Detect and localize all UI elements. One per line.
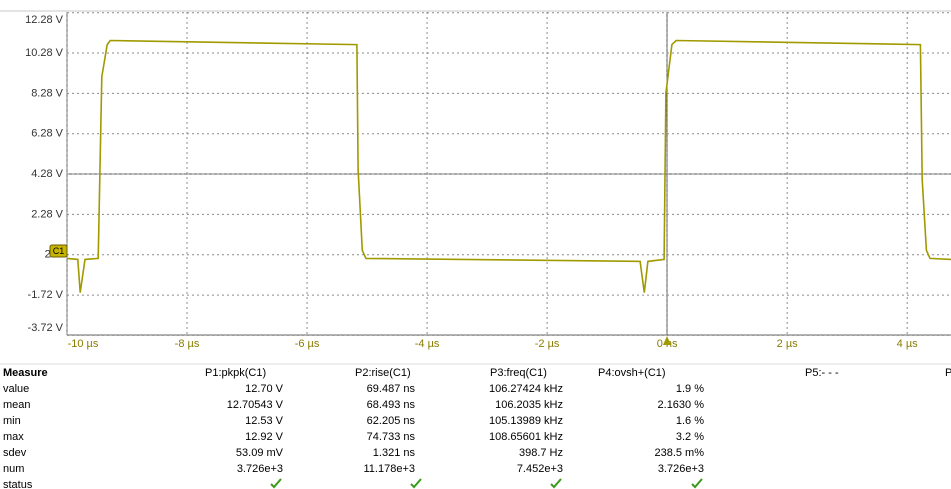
column-header: P3:freq(C1) [490,367,547,379]
column-header: P2:rise(C1) [355,367,411,379]
status-check [691,478,703,489]
cell: 12.92 V [245,431,284,443]
cell: 3.2 % [676,431,704,443]
row-label: value [3,383,29,395]
row-label: min [3,415,21,427]
cell: 62.205 ns [367,415,416,427]
cell: 69.487 ns [367,383,416,395]
cell: 2.1630 % [658,399,705,411]
cell: 11.178e+3 [364,463,416,475]
cell: 398.7 Hz [519,447,563,459]
row-label: num [3,463,24,475]
cell: 1.321 ns [373,447,416,459]
cell: 12.70543 V [227,399,284,411]
status-check [550,478,562,489]
status-check [410,478,422,489]
y-tick-label: -3.72 V [28,322,64,334]
y-tick-label: 8.28 V [31,87,63,99]
row-label: max [3,431,24,443]
column-header: P5:- - - [805,367,839,379]
row-label: mean [3,399,31,411]
row-label: status [3,479,33,489]
x-tick-label: -2 µs [535,338,560,350]
y-tick-label: 6.28 V [31,128,63,140]
waveform [66,39,951,293]
x-tick-label: -8 µs [175,338,200,350]
cell: 3.726e+3 [658,463,704,475]
x-tick-label: -10 µs [68,338,99,350]
status-check [270,478,282,489]
cell: 7.452e+3 [517,463,563,475]
y-tick-label: 4.28 V [31,168,63,180]
column-header: P [945,367,951,379]
cell: 1.6 % [676,415,704,427]
cell: 12.70 V [245,383,284,395]
plot: 12.28 V10.28 V8.28 V6.28 V4.28 V2.28 V28… [25,12,951,350]
cell: 106.27424 kHz [489,383,563,395]
y-tick-label: 10.28 V [25,47,64,59]
cell: 68.493 ns [367,399,416,411]
cell: 105.13989 kHz [489,415,563,427]
column-header: P4:ovsh+(C1) [598,367,666,379]
cell: 74.733 ns [367,431,416,443]
x-tick-label: -4 µs [415,338,440,350]
trigger-marker [663,336,671,345]
cell: 3.726e+3 [237,463,283,475]
table-title: Measure [3,367,48,379]
measure-table: Measure P1:pkpk(C1) P2:rise(C1) P3:freq(C1)… [3,367,951,489]
channel-marker [49,244,68,258]
channel-marker-label: C1 [53,246,65,256]
y-tick-label: -1.72 V [28,289,64,301]
x-tick-label: -6 µs [295,338,320,350]
column-header: P1:pkpk(C1) [205,367,266,379]
x-tick-label: 2 µs [777,338,799,350]
y-tick-label: 12.28 V [25,14,64,26]
cell: 238.5 m% [654,447,704,459]
cell: 12.53 V [245,415,284,427]
cell: 106.2035 kHz [495,399,563,411]
y-tick-label: 2.28 V [31,208,63,220]
cell: 108.65601 kHz [489,431,563,443]
x-tick-label: 4 µs [897,338,919,350]
cell: 1.9 % [676,383,704,395]
row-label: sdev [3,447,27,459]
cell: 53.09 mV [236,447,284,459]
